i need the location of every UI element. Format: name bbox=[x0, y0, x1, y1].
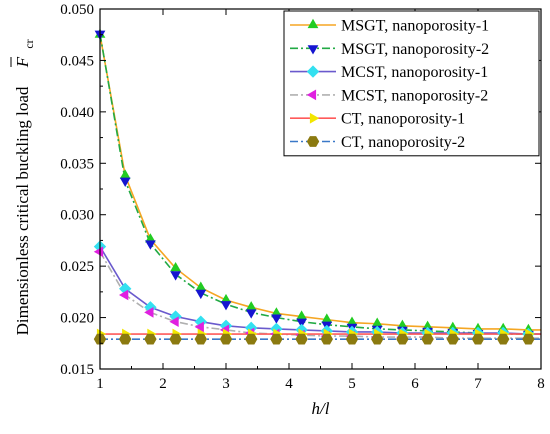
legend-item: CT, nanoporosity-2 bbox=[290, 134, 465, 151]
series-marker bbox=[471, 333, 485, 345]
series-marker bbox=[271, 314, 282, 324]
series-line bbox=[99, 251, 541, 339]
series-marker bbox=[220, 301, 232, 311]
y-axis-title: Dimensionless critical buckling load bbox=[13, 86, 32, 335]
series-marker bbox=[220, 293, 232, 304]
series-marker bbox=[245, 309, 257, 319]
legend-label: MSGT, nanoporosity-2 bbox=[341, 41, 489, 58]
legend-label: CT, nanoporosity-1 bbox=[341, 111, 465, 128]
series-marker bbox=[169, 333, 182, 345]
x-tick-label: 3 bbox=[222, 376, 230, 392]
plot-marker-layer bbox=[93, 28, 535, 345]
y-tick-label: 0.040 bbox=[60, 105, 94, 121]
y-tick-label: 0.020 bbox=[60, 311, 94, 327]
x-tick-label: 6 bbox=[411, 376, 419, 392]
y-tick-label: 0.025 bbox=[60, 259, 94, 275]
series-marker bbox=[119, 289, 129, 301]
series-marker bbox=[371, 333, 384, 345]
y-axis-title-group: Dimensionless critical buckling load F c… bbox=[10, 39, 36, 335]
series-line bbox=[99, 246, 541, 335]
legend-item: MSGT, nanoporosity-2 bbox=[290, 41, 489, 58]
series-marker bbox=[371, 317, 383, 327]
legend-marker bbox=[307, 18, 319, 29]
series-marker bbox=[245, 333, 258, 345]
series-marker bbox=[169, 316, 179, 328]
series-marker bbox=[219, 319, 233, 332]
y-tick-label: 0.035 bbox=[60, 156, 94, 172]
series-marker bbox=[119, 177, 131, 187]
x-tick-label: 1 bbox=[96, 376, 104, 392]
series-marker bbox=[195, 289, 207, 300]
series-marker bbox=[145, 240, 156, 250]
series-marker bbox=[119, 169, 131, 179]
series-marker bbox=[446, 333, 459, 345]
series-marker bbox=[195, 281, 207, 291]
x-tick-label: 4 bbox=[285, 376, 293, 392]
axis-ticks: 1 2 3 4 5 6 7 8 0.015 0.020 0.025 0.030 0.035 0.040 0.… bbox=[60, 2, 545, 392]
legend-item: MCST, nanoporosity-1 bbox=[290, 64, 488, 81]
series-marker bbox=[447, 321, 459, 331]
y-tick-label: 0.030 bbox=[60, 208, 94, 224]
series-marker bbox=[144, 333, 157, 345]
legend-label: MCST, nanoporosity-2 bbox=[341, 87, 488, 104]
legend-marker bbox=[307, 45, 319, 55]
series-marker bbox=[296, 318, 307, 328]
legend-label: MCST, nanoporosity-1 bbox=[341, 64, 488, 81]
x-tick-label: 5 bbox=[348, 376, 356, 392]
series-marker bbox=[170, 262, 181, 272]
legend-marker bbox=[306, 136, 320, 147]
x-axis-title: h/l bbox=[312, 399, 330, 418]
legend-marker bbox=[306, 65, 320, 78]
series-marker bbox=[170, 271, 181, 281]
legend-item: MCST, nanoporosity-2 bbox=[290, 87, 488, 104]
series-marker bbox=[144, 307, 154, 318]
series-marker bbox=[321, 313, 333, 323]
series-marker bbox=[396, 333, 409, 345]
series-marker bbox=[345, 333, 359, 345]
legend-marker bbox=[306, 89, 317, 101]
x-tick-label: 2 bbox=[159, 376, 167, 392]
y-tick-label: 0.045 bbox=[60, 53, 94, 69]
series-marker bbox=[145, 233, 156, 243]
legend-label: MSGT, nanoporosity-1 bbox=[341, 18, 489, 35]
legend-marker bbox=[309, 112, 320, 124]
series-marker bbox=[296, 310, 307, 320]
legend-label: CT, nanoporosity-2 bbox=[341, 134, 465, 151]
legend-box bbox=[283, 10, 540, 157]
series-marker bbox=[271, 307, 282, 317]
series-marker bbox=[270, 333, 283, 345]
series-marker bbox=[245, 301, 257, 311]
series-marker bbox=[346, 316, 358, 326]
y-tick-label: 0.015 bbox=[60, 362, 94, 378]
series-marker bbox=[295, 333, 308, 345]
legend-item: CT, nanoporosity-1 bbox=[290, 111, 465, 128]
series-marker bbox=[194, 321, 204, 333]
legend: MSGT, nanoporosity-1 MSGT, nanoporosity-2… bbox=[283, 10, 540, 157]
series-marker bbox=[93, 246, 104, 258]
series-marker bbox=[522, 333, 535, 345]
series-marker bbox=[422, 320, 433, 330]
y-axis-symbol: F bbox=[13, 56, 32, 68]
series-marker bbox=[219, 333, 233, 345]
series-marker bbox=[421, 333, 434, 345]
series-marker bbox=[497, 333, 510, 345]
series-marker bbox=[397, 319, 408, 329]
y-axis-symbol-subscript: cr bbox=[22, 39, 36, 48]
x-tick-label: 7 bbox=[474, 376, 482, 392]
series-marker bbox=[320, 333, 333, 345]
series-marker bbox=[194, 333, 207, 345]
series-marker bbox=[119, 333, 132, 345]
x-tick-label: 8 bbox=[537, 376, 545, 392]
legend-item: MSGT, nanoporosity-1 bbox=[290, 18, 489, 35]
y-tick-label: 0.050 bbox=[60, 2, 94, 18]
